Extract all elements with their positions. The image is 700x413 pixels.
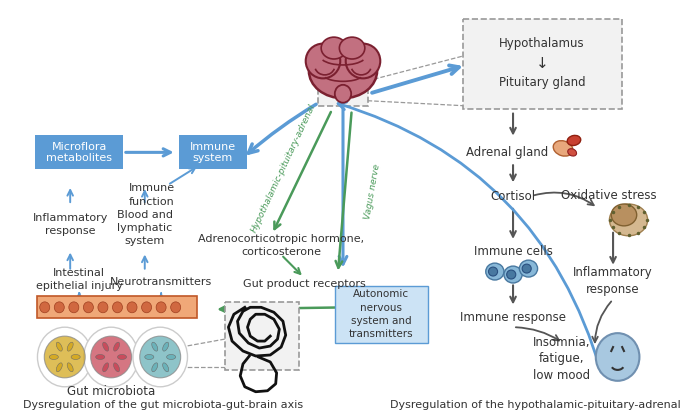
Text: Oxidative stress: Oxidative stress: [561, 189, 657, 202]
Circle shape: [141, 302, 152, 313]
Text: Hypothalamic-pituitary-adrenal: Hypothalamic-pituitary-adrenal: [249, 102, 317, 234]
Circle shape: [69, 302, 79, 313]
Ellipse shape: [507, 270, 516, 279]
Text: Immune cells: Immune cells: [474, 245, 552, 258]
Text: Autonomic
nervous
system and
transmitters: Autonomic nervous system and transmitter…: [349, 290, 414, 339]
Text: Microflora
metabolites: Microflora metabolites: [46, 142, 112, 163]
Circle shape: [156, 302, 166, 313]
Text: Cortisol: Cortisol: [491, 190, 536, 202]
Circle shape: [127, 302, 137, 313]
Circle shape: [98, 302, 108, 313]
FancyBboxPatch shape: [179, 135, 246, 169]
Ellipse shape: [103, 363, 108, 372]
Ellipse shape: [611, 204, 637, 226]
Circle shape: [596, 333, 639, 381]
Ellipse shape: [145, 354, 154, 359]
Ellipse shape: [56, 363, 62, 372]
Text: Dysregulation of the hypothalamic-pituitary-adrenal: Dysregulation of the hypothalamic-pituit…: [391, 400, 681, 410]
Ellipse shape: [67, 363, 74, 372]
Ellipse shape: [309, 44, 377, 98]
Ellipse shape: [567, 135, 581, 145]
FancyBboxPatch shape: [335, 286, 428, 342]
Text: Gut product receptors: Gut product receptors: [242, 280, 365, 290]
Circle shape: [83, 302, 93, 313]
Ellipse shape: [103, 342, 108, 351]
FancyBboxPatch shape: [38, 297, 197, 318]
Text: Hypothalamus: Hypothalamus: [499, 37, 585, 50]
Text: Immune response: Immune response: [460, 311, 566, 324]
Text: Intestinal
epithelial injury: Intestinal epithelial injury: [36, 268, 122, 291]
Circle shape: [84, 327, 139, 387]
Ellipse shape: [306, 44, 340, 78]
Text: Insomnia,
fatigue,
low mood: Insomnia, fatigue, low mood: [533, 336, 590, 382]
Ellipse shape: [113, 363, 120, 372]
Circle shape: [40, 302, 50, 313]
Ellipse shape: [162, 363, 169, 372]
Ellipse shape: [568, 149, 577, 156]
Ellipse shape: [67, 342, 74, 351]
Text: Inflammatory
response: Inflammatory response: [573, 266, 653, 297]
Text: Pituitary gland: Pituitary gland: [499, 76, 585, 89]
Ellipse shape: [167, 354, 176, 359]
Circle shape: [133, 327, 188, 387]
FancyBboxPatch shape: [225, 302, 300, 370]
Ellipse shape: [44, 336, 85, 378]
Text: ↓: ↓: [536, 57, 549, 71]
FancyBboxPatch shape: [35, 135, 123, 169]
Ellipse shape: [162, 342, 169, 351]
Text: Vagus nerve: Vagus nerve: [363, 164, 382, 221]
Ellipse shape: [71, 354, 80, 359]
Ellipse shape: [553, 141, 573, 156]
Circle shape: [171, 302, 181, 313]
Text: Neurotransmitters: Neurotransmitters: [110, 278, 212, 287]
Ellipse shape: [610, 204, 648, 236]
Ellipse shape: [113, 342, 120, 351]
Ellipse shape: [96, 354, 105, 359]
FancyBboxPatch shape: [318, 76, 368, 106]
Text: Immune
function: Immune function: [129, 183, 175, 206]
Text: Immune
system: Immune system: [190, 142, 236, 163]
Ellipse shape: [340, 37, 365, 59]
Text: Adrenocorticotropic hormone,
corticosterone: Adrenocorticotropic hormone, corticoster…: [198, 234, 364, 257]
Ellipse shape: [346, 44, 380, 78]
Text: Blood and
lymphatic
system: Blood and lymphatic system: [117, 210, 173, 246]
Text: Gut microbiota: Gut microbiota: [67, 385, 155, 398]
Ellipse shape: [519, 260, 538, 277]
Ellipse shape: [140, 336, 181, 378]
Ellipse shape: [489, 267, 498, 276]
Ellipse shape: [486, 263, 504, 280]
FancyBboxPatch shape: [463, 19, 622, 109]
Ellipse shape: [335, 85, 351, 103]
Ellipse shape: [118, 354, 127, 359]
Ellipse shape: [152, 363, 158, 372]
Ellipse shape: [49, 354, 58, 359]
Ellipse shape: [152, 342, 158, 351]
Ellipse shape: [91, 336, 132, 378]
Ellipse shape: [522, 264, 531, 273]
Ellipse shape: [56, 342, 62, 351]
Circle shape: [55, 302, 64, 313]
Text: Adrenal gland: Adrenal gland: [466, 146, 548, 159]
Circle shape: [113, 302, 122, 313]
Text: Dysregulation of the gut microbiota-gut-brain axis: Dysregulation of the gut microbiota-gut-…: [23, 400, 303, 410]
Text: Inflammatory
response: Inflammatory response: [32, 213, 108, 237]
Ellipse shape: [321, 37, 346, 59]
Ellipse shape: [504, 266, 522, 283]
Circle shape: [38, 327, 92, 387]
